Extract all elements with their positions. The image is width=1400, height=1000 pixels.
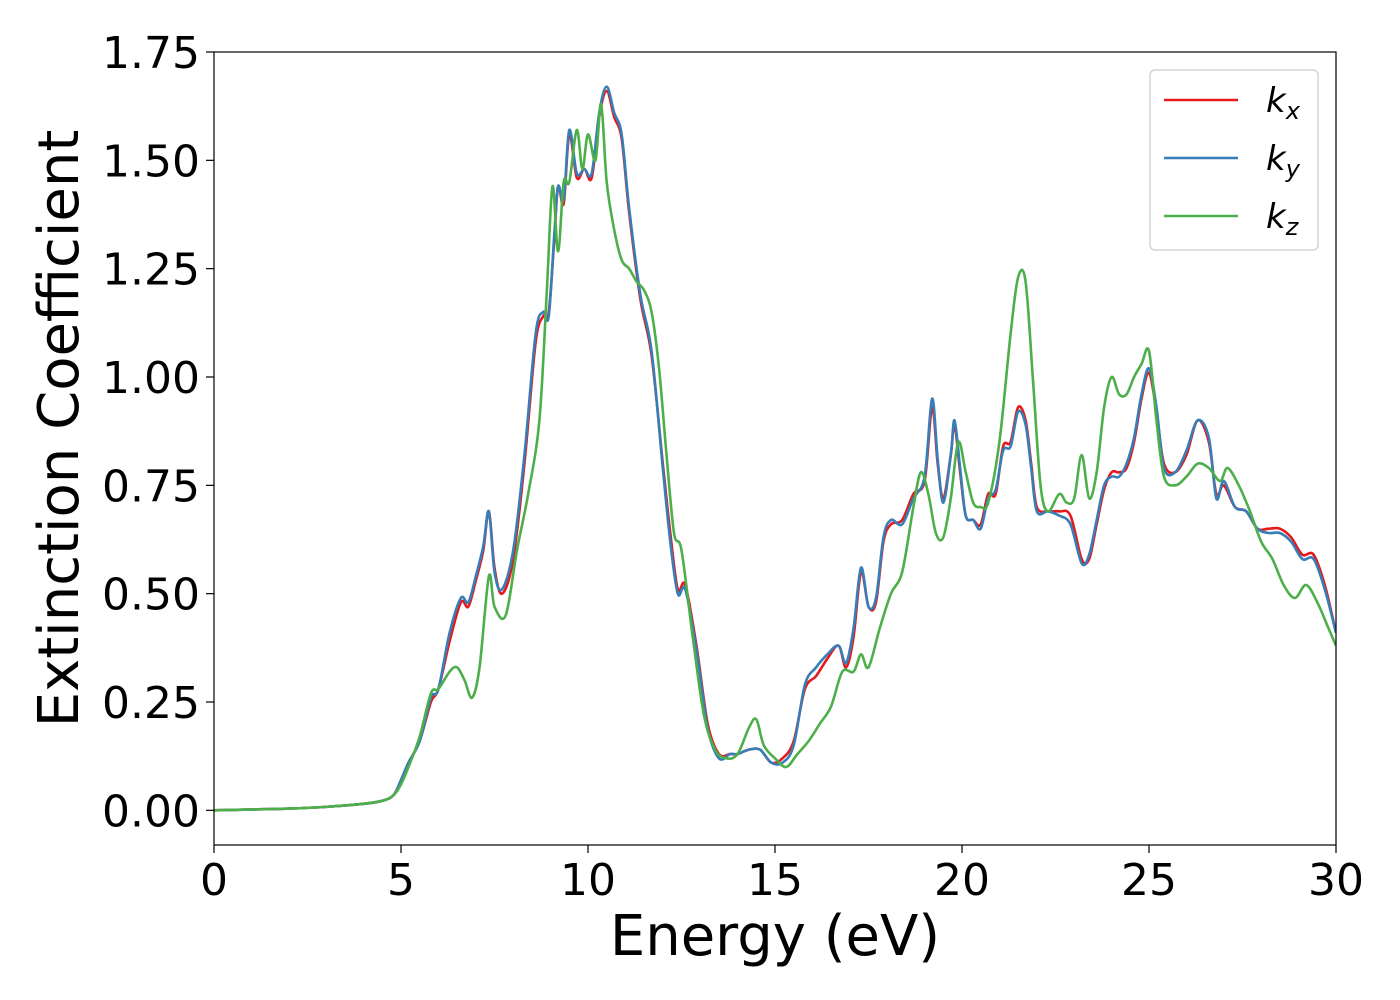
y-tick-label: 0.25 [102,678,200,729]
x-tick-label: 10 [560,855,616,906]
legend-label-k-x: kx [1266,81,1301,125]
y-tick-label: 1.00 [102,353,200,404]
y-tick-label: 0.00 [102,786,200,837]
series-line-k-z [214,102,1336,812]
y-tick-label: 0.75 [102,461,200,512]
legend-label-k-z: kz [1266,197,1300,241]
y-axis-label: Extinction Coefficient [27,130,92,728]
series-line-k-y [214,85,1336,812]
y-tick-label: 1.75 [102,28,200,79]
legend-label-k-y: ky [1266,139,1301,183]
legend-box [1149,69,1319,251]
x-axis-label: Energy (eV) [610,904,940,969]
x-tick-label: 0 [200,855,228,906]
x-tick-label: 30 [1308,855,1364,906]
legend: kx ky kz [1149,69,1319,251]
x-tick-label: 25 [1121,855,1177,906]
x-tick-label: 20 [934,855,990,906]
series-lines [214,85,1336,812]
x-tick-label: 15 [747,855,803,906]
x-axis-ticks: 0 5 10 15 20 25 30 [200,845,1364,906]
x-tick-label: 5 [387,855,415,906]
y-tick-label: 1.25 [102,245,200,296]
y-tick-label: 1.50 [102,136,200,187]
y-tick-label: 0.50 [102,570,200,621]
y-axis-ticks: 0.00 0.25 0.50 0.75 1.00 1.25 1.50 1.75 [102,28,214,837]
